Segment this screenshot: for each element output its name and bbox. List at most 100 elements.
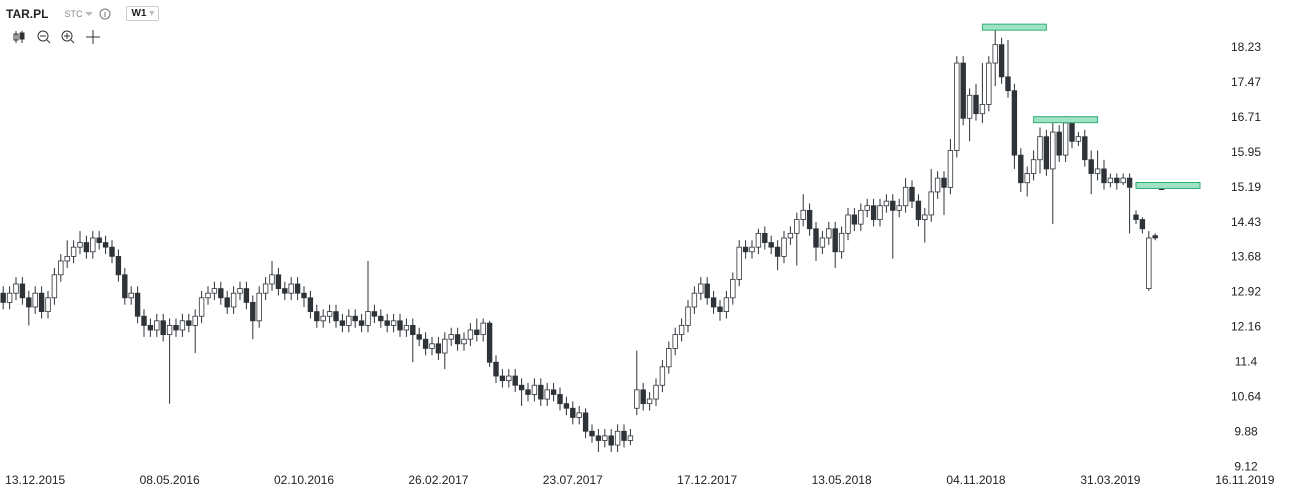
- candle-body: [314, 311, 320, 322]
- candle-body: [186, 320, 192, 326]
- candle-body: [333, 311, 339, 322]
- candle-body: [90, 237, 96, 253]
- y-tick-label: 9.88: [1234, 424, 1258, 438]
- candle-body: [448, 334, 454, 340]
- candle-body: [358, 320, 365, 326]
- candle-body: [730, 278, 736, 299]
- candle-body: [1126, 177, 1133, 188]
- candle-body: [742, 246, 749, 253]
- candle-body: [1056, 131, 1062, 156]
- candle-body: [736, 246, 742, 280]
- candle-body: [493, 361, 499, 377]
- candle-body: [570, 407, 576, 418]
- candle-body: [506, 375, 512, 382]
- candle-body: [704, 283, 710, 299]
- candle-body: [160, 320, 166, 336]
- candle-body: [691, 292, 698, 308]
- candle-body: [307, 297, 314, 313]
- candle-body: [1120, 177, 1126, 184]
- y-tick-label: 10.64: [1231, 389, 1261, 403]
- candle-body: [1011, 90, 1018, 156]
- candle-body: [390, 320, 397, 326]
- candle-body: [646, 398, 653, 405]
- candle-body: [640, 389, 646, 405]
- candle-body: [141, 315, 147, 326]
- candle-body: [717, 306, 723, 313]
- candle-body: [890, 200, 896, 211]
- candle-body: [698, 283, 704, 294]
- candle-body: [1075, 136, 1082, 142]
- candle-body: [128, 292, 134, 299]
- toolbar[interactable]: [10, 28, 110, 48]
- header: TAR.PL STC W1 ▾: [6, 6, 160, 21]
- candle-body: [115, 255, 122, 276]
- candle-body: [454, 334, 461, 345]
- candle-body: [429, 343, 435, 349]
- candle-body: [378, 315, 384, 322]
- candle-body: [262, 283, 269, 294]
- candle-body: [915, 200, 922, 220]
- candle-body: [755, 232, 762, 248]
- x-tick-label: 17.12.2017: [677, 473, 737, 487]
- candle-body: [608, 435, 614, 446]
- candle-body: [1114, 177, 1120, 184]
- x-tick-label: 23.07.2017: [543, 473, 603, 487]
- candle-body: [934, 177, 941, 193]
- candle-body: [870, 205, 877, 220]
- resistance-zone: [981, 23, 1047, 31]
- candle-body: [672, 334, 678, 349]
- candle-body: [998, 44, 1005, 78]
- candle-body: [653, 384, 659, 400]
- candle-body: [461, 338, 467, 345]
- candle-body: [102, 242, 109, 248]
- candle-body: [442, 338, 448, 354]
- candle-body: [397, 320, 403, 331]
- candle-body: [294, 283, 301, 294]
- candle-body: [365, 311, 371, 326]
- candle-body: [589, 430, 595, 437]
- candle-body: [32, 292, 38, 308]
- candle-body: [1107, 177, 1114, 184]
- candle-body: [1088, 159, 1094, 174]
- x-tick-label: 13.05.2018: [812, 473, 872, 487]
- candle-body: [768, 242, 774, 248]
- candle-body: [909, 186, 915, 202]
- candle-body: [794, 219, 800, 234]
- candle-body: [922, 214, 928, 220]
- candle-body: [198, 297, 205, 317]
- candle-body: [211, 288, 218, 294]
- candle-body: [250, 301, 256, 322]
- source-controls[interactable]: [82, 7, 112, 21]
- candle-body: [512, 375, 518, 386]
- candle-body: [749, 246, 755, 253]
- candle-body: [1024, 173, 1030, 184]
- candle-body: [544, 389, 550, 400]
- candle-body: [723, 297, 730, 313]
- candle-body: [499, 375, 506, 382]
- candle-body: [1146, 237, 1152, 289]
- candle-body: [947, 150, 954, 188]
- candle-body: [301, 292, 307, 299]
- candle-body: [762, 232, 768, 243]
- candle-body: [685, 306, 691, 326]
- candle-body: [346, 315, 352, 326]
- candle-body: [1152, 235, 1158, 239]
- candle-body: [954, 62, 960, 151]
- ticker[interactable]: TAR.PL: [6, 6, 49, 21]
- candle-body: [563, 403, 570, 409]
- candle-body: [13, 283, 19, 294]
- interval[interactable]: W1 ▾: [126, 6, 160, 21]
- candle-body: [531, 384, 538, 395]
- candle-body: [883, 200, 890, 207]
- candle-body: [1082, 136, 1088, 161]
- candle-body: [1037, 136, 1043, 161]
- source[interactable]: STC: [64, 8, 83, 19]
- candle-body: [979, 104, 986, 115]
- candle-body: [83, 242, 90, 253]
- candle-body: [800, 209, 806, 220]
- candle-body: [96, 237, 102, 243]
- candle-body: [666, 348, 672, 368]
- x-tick-label: 13.12.2015: [5, 473, 65, 487]
- candle-body: [902, 186, 909, 207]
